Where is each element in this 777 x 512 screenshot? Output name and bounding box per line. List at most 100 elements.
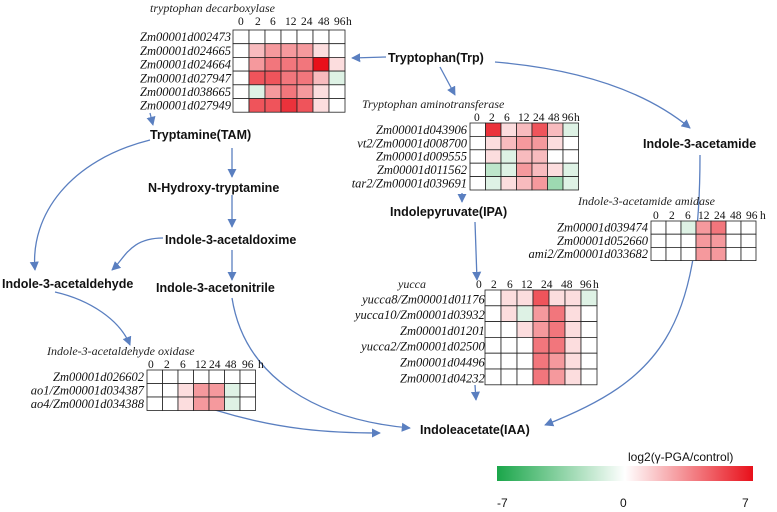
node-indole-3-acetaldehyde: Indole-3-acetaldehyde <box>2 277 133 291</box>
heatmap-cell <box>500 176 517 191</box>
heatmap-cell <box>232 70 250 86</box>
heatmap-cell <box>264 98 282 113</box>
time-tick-label: 0 <box>653 210 659 222</box>
node-tryptophan: Tryptophan(Trp) <box>388 51 484 65</box>
heatmap-cell <box>548 352 566 370</box>
heatmap-cell <box>162 383 179 398</box>
heatmap-cell <box>580 352 598 370</box>
heatmap-cell <box>564 289 582 307</box>
heatmap-cell <box>162 396 179 411</box>
heatmap-cell <box>564 321 582 338</box>
heatmap-cell <box>177 396 194 411</box>
arrow-iaald-to-aao <box>54 291 132 346</box>
heatmap-cell <box>548 321 566 338</box>
heatmap-cell <box>239 369 256 384</box>
heatmap-cell <box>312 57 330 72</box>
heatmap-cell <box>224 383 241 398</box>
heatmap-title: yucca <box>397 277 426 291</box>
heatmap-cell <box>296 29 314 45</box>
heatmap-cell <box>710 246 727 261</box>
heatmap-cell <box>580 336 598 354</box>
heatmap-cell <box>516 321 534 338</box>
heatmap-cell <box>248 57 266 72</box>
heatmap-cell <box>531 162 548 177</box>
time-tick-label: 2 <box>255 16 261 28</box>
heatmap-cell <box>264 43 282 58</box>
heatmap-cell <box>312 98 330 113</box>
heatmap-cell <box>562 135 579 151</box>
heatmap-cell <box>580 305 598 322</box>
arrow-trp-to-iam <box>494 61 691 129</box>
heatmap-cell <box>564 352 582 370</box>
gene-label: Zm00001d012017 <box>400 324 492 338</box>
heatmap-cell <box>312 84 330 99</box>
heatmap-cell <box>485 162 502 177</box>
heatmap-cell <box>547 162 564 177</box>
heatmap-cell <box>680 220 697 235</box>
time-tick-label: h <box>760 210 766 222</box>
heatmap-cell <box>484 352 502 370</box>
heatmap-cell <box>547 149 564 164</box>
heatmap-cell <box>484 289 502 307</box>
pathway-nodes: Tryptophan(Trp) Tryptamine(TAM) N-Hydrox… <box>2 51 756 437</box>
heatmap-cell <box>531 176 548 191</box>
legend-mid-label: 0 <box>620 496 627 510</box>
heatmap-cell <box>548 305 566 322</box>
gene-label: Zm00001d042329 <box>400 371 492 385</box>
heatmap-cell <box>312 70 330 86</box>
heatmap-cell <box>665 233 682 248</box>
gene-label: Zm00001d009555 <box>376 150 467 164</box>
arrow-trp-to-taa <box>439 66 456 96</box>
time-tick-label: 48 <box>225 359 237 371</box>
heatmap-cell <box>500 305 518 322</box>
heatmap-cell <box>328 70 346 86</box>
time-tick-label: 6 <box>180 359 186 371</box>
heatmap-cell <box>680 246 697 261</box>
heatmap-cell <box>516 176 533 191</box>
heatmap-cell <box>740 233 757 248</box>
time-tick-label: 0 <box>476 279 482 291</box>
heatmap-cell <box>710 233 727 248</box>
heatmap-cell <box>532 336 550 354</box>
node-indole-3-acetamide: Indole-3-acetamide <box>643 137 756 151</box>
heatmap-cell <box>695 246 712 261</box>
time-tick-label: 0 <box>148 359 154 371</box>
gene-label: yucca2/Zm00001d025005 <box>359 340 491 354</box>
heatmap-cell <box>469 176 486 191</box>
heatmap-cell <box>280 70 298 86</box>
time-tick-label: 2 <box>489 112 495 124</box>
heatmap-cell <box>740 246 757 261</box>
heatmap-cell <box>562 162 579 177</box>
heatmap-cell <box>208 383 225 398</box>
heatmap-cell <box>725 233 742 248</box>
arrow-ipa-to-yucca <box>472 221 482 281</box>
heatmap-title: tryptophan decarboxylase <box>150 1 276 15</box>
heatmap-cell <box>177 369 194 384</box>
heatmap-cell <box>469 135 486 151</box>
heatmap-cell <box>500 162 517 177</box>
heatmap-cell <box>548 368 566 386</box>
gene-label: vt2/Zm00001d008700 <box>357 136 467 150</box>
heatmap-cell <box>208 369 225 384</box>
time-tick-label: 48 <box>561 279 573 291</box>
heatmap-cell <box>547 176 564 191</box>
heatmap-cell <box>500 321 518 338</box>
heatmap-cell <box>239 396 256 411</box>
time-tick-label: 12 <box>518 112 530 124</box>
gene-label: Zm00001d044961 <box>400 356 491 370</box>
heatmap-cell <box>532 305 550 322</box>
heatmap-cell <box>740 220 757 235</box>
heatmap-cell <box>531 135 548 151</box>
heatmap-cell <box>580 368 598 386</box>
time-tick-label: 24 <box>541 279 553 291</box>
heatmap-cell <box>650 220 667 235</box>
gene-label: Zm00001d038665 <box>140 85 231 99</box>
node-indoleacetate: Indoleacetate(IAA) <box>420 423 530 437</box>
gene-label: Zm00001d026602 <box>53 370 144 384</box>
heatmap-cell <box>500 149 517 164</box>
heatmap-cell <box>328 84 346 99</box>
heatmap-cell <box>548 289 566 307</box>
